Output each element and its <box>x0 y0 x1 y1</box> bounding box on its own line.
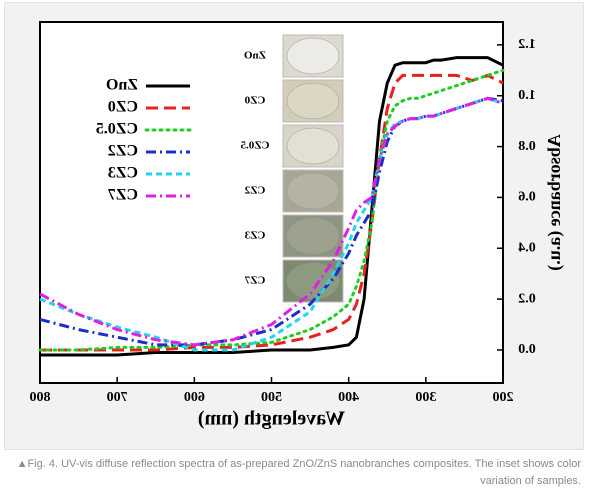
y-tick-label: 1.2 <box>518 37 536 52</box>
legend-label: CZ7 <box>108 187 138 204</box>
legend-label: CZ0.5 <box>96 121 138 138</box>
inset-sample <box>286 37 340 75</box>
inset-label: CZ7 <box>244 275 265 287</box>
series-line <box>39 96 504 352</box>
inset-label: CZ0 <box>244 95 265 107</box>
series-line <box>40 56 504 357</box>
legend-label: ZnO <box>106 77 138 94</box>
x-axis-label: Wavelength (nm) <box>198 408 345 430</box>
series-line <box>39 96 504 347</box>
x-tick-label: 200 <box>493 390 514 405</box>
legend-label: CZ2 <box>108 143 138 160</box>
y-axis-label: Absorbance (a.u.) <box>544 134 565 271</box>
y-tick-label: 0.0 <box>518 342 536 357</box>
inset-sample <box>286 217 340 255</box>
y-tick-label: 1.0 <box>518 88 536 103</box>
inset-sample <box>286 127 340 165</box>
x-tick-label: 500 <box>261 390 282 405</box>
x-tick-label: 800 <box>30 390 51 405</box>
inset-sample <box>286 82 340 120</box>
x-tick-label: 700 <box>107 390 128 405</box>
caption: ▲Fig. 4. UV-vis diffuse reflection spect… <box>16 458 581 487</box>
legend-label: CZ3 <box>108 165 138 182</box>
y-tick-label: 0.8 <box>518 139 536 154</box>
inset-sample <box>286 172 340 210</box>
y-tick-label: 0.6 <box>518 190 536 205</box>
inset-label: ZnO <box>244 50 266 62</box>
x-tick-label: 600 <box>184 390 205 405</box>
series-line <box>40 73 504 352</box>
chart: ZnO CZ0 CZ0.5 CZ2 CZ3 CZ7 0.0 0.2 0.4 0.6 0.8 1.0 1.… <box>30 21 565 430</box>
inset-label: CZ3 <box>244 230 265 242</box>
inset-label: CZ2 <box>244 185 265 197</box>
x-tick-label: 300 <box>415 390 436 405</box>
y-tick-label: 0.4 <box>518 240 536 255</box>
legend-label: CZ0 <box>108 99 138 116</box>
inset-label: CZ0.5 <box>240 140 270 152</box>
series-line <box>39 96 504 347</box>
x-tick-label: 400 <box>338 390 359 405</box>
y-tick-label: 0.2 <box>518 291 536 306</box>
inset-sample <box>286 262 340 300</box>
